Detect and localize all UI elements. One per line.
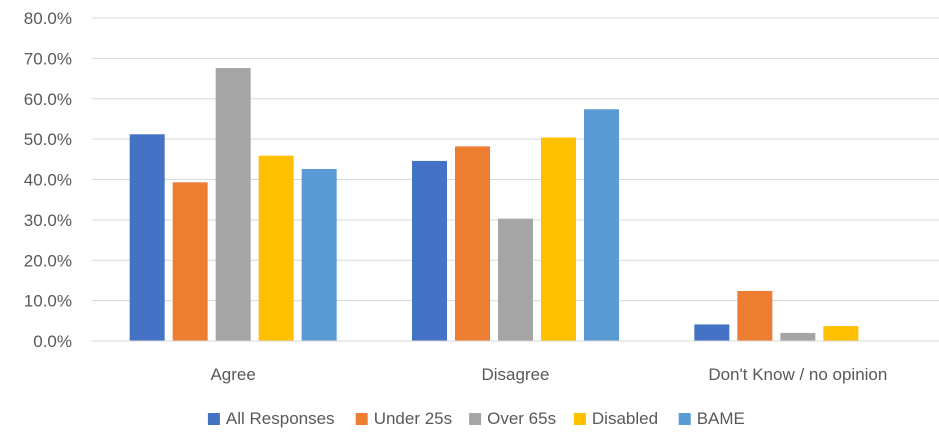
y-tick-label: 50.0%	[24, 130, 72, 149]
category-label: Disagree	[481, 365, 549, 384]
category-labels: Agree Disagree Don't Know / no opinion	[210, 365, 887, 384]
legend-label: Under 25s	[374, 409, 452, 428]
legend-item: Disabled	[573, 409, 658, 428]
y-tick-label: 30.0%	[24, 211, 72, 230]
legend-swatch	[469, 413, 482, 425]
bar-bame	[301, 169, 337, 341]
legend: All Responses Under 25s Over 65s Disabled BA…	[207, 409, 745, 428]
bar-disabled	[541, 137, 576, 341]
y-axis-ticks: 0.0% 10.0% 20.0% 30.0% 40.0% 50.0% 60.0% 70.0% 8…	[24, 9, 72, 351]
bar-under-25s	[737, 290, 773, 341]
bar-bame	[584, 109, 619, 341]
bar-disabled	[258, 155, 294, 341]
bar-all-responses	[129, 134, 165, 341]
y-tick-label: 70.0%	[24, 49, 72, 68]
legend-label: Over 65s	[487, 409, 556, 428]
y-tick-label: 40.0%	[24, 171, 72, 190]
legend-label: Disabled	[592, 409, 658, 428]
bars	[129, 68, 859, 341]
y-tick-label: 80.0%	[24, 9, 72, 28]
bar-all-responses	[412, 160, 447, 341]
legend-item: Under 25s	[355, 409, 452, 428]
legend-item: Over 65s	[469, 409, 556, 428]
legend-swatch	[207, 413, 220, 425]
legend-swatch	[573, 413, 586, 425]
bar-under-25s	[455, 146, 490, 341]
bar-under-25s	[172, 182, 208, 341]
bar-all-responses	[694, 324, 730, 341]
bar-over-65s	[780, 332, 816, 341]
legend-label: BAME	[697, 409, 745, 428]
legend-item: All Responses	[207, 409, 335, 428]
y-tick-label: 60.0%	[24, 90, 72, 109]
category-label: Don't Know / no opinion	[708, 365, 887, 384]
bar-over-65s	[215, 68, 251, 341]
legend-label: All Responses	[226, 409, 335, 428]
legend-swatch	[355, 413, 368, 425]
y-tick-label: 0.0%	[33, 332, 72, 351]
y-tick-label: 20.0%	[24, 251, 72, 270]
y-tick-label: 10.0%	[24, 292, 72, 311]
bar-disabled	[823, 326, 859, 341]
legend-item: BAME	[678, 409, 745, 428]
bar-over-65s	[498, 218, 533, 341]
category-label: Agree	[210, 365, 255, 384]
legend-swatch	[678, 413, 691, 425]
